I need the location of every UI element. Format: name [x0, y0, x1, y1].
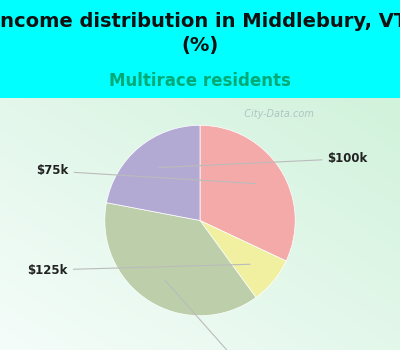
Text: Income distribution in Middlebury, VT
(%): Income distribution in Middlebury, VT (%…: [0, 12, 400, 55]
Wedge shape: [106, 125, 200, 220]
Wedge shape: [105, 203, 256, 316]
Wedge shape: [200, 220, 286, 298]
Text: City-Data.com: City-Data.com: [238, 108, 314, 119]
Text: $100k: $100k: [159, 152, 368, 168]
Wedge shape: [200, 125, 295, 261]
Text: $75k: $75k: [36, 164, 255, 184]
Text: $200k: $200k: [165, 280, 263, 350]
Text: $125k: $125k: [28, 264, 250, 276]
Text: Multirace residents: Multirace residents: [109, 72, 291, 90]
